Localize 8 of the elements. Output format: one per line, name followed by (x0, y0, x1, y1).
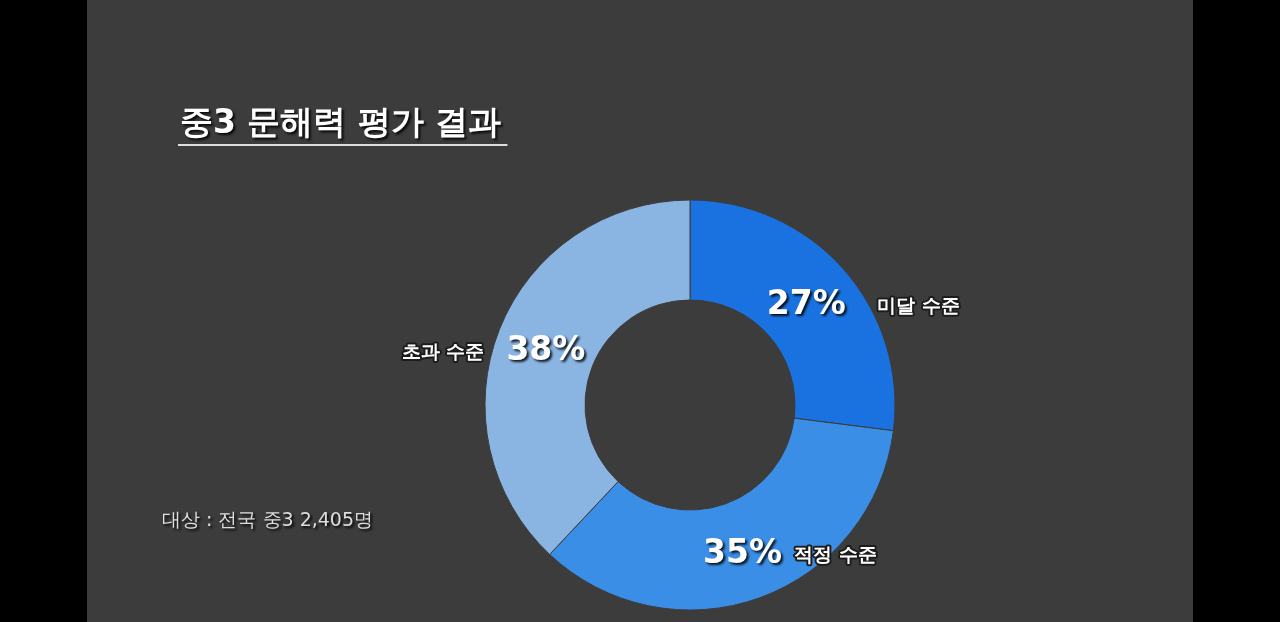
slice-label: 초과 수준 (401, 339, 485, 362)
data-label: 27% (766, 283, 846, 323)
slice-label: 미달 수준 (877, 294, 960, 317)
chart-title: 중3 문해력 평가 결과 (180, 102, 502, 141)
data-label: 35% (703, 531, 782, 571)
slice-label: 적정 수준 (794, 542, 877, 565)
data-label: 38% (506, 328, 586, 368)
text: 대상 : 전국 중3 2,405명 (162, 508, 374, 530)
